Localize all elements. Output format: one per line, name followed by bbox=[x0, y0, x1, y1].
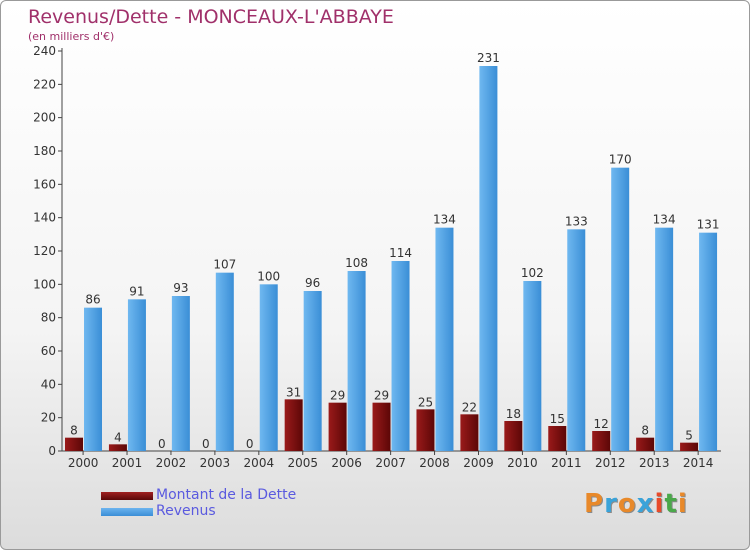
bar-revenus bbox=[127, 299, 146, 451]
bar-dette bbox=[328, 402, 347, 451]
data-label-dette: 5 bbox=[685, 429, 693, 443]
y-tick-label: 120 bbox=[33, 244, 56, 258]
x-tick-label: 2011 bbox=[551, 456, 582, 470]
data-label-revenus: 93 bbox=[173, 281, 188, 295]
proxiti-logo: Proxiti bbox=[584, 489, 688, 519]
legend-swatch-dette bbox=[101, 492, 153, 500]
bar-dette bbox=[284, 399, 303, 451]
data-label-dette: 25 bbox=[418, 395, 433, 409]
data-label-dette: 18 bbox=[506, 407, 521, 421]
bar-revenus bbox=[479, 66, 498, 451]
data-label-dette: 4 bbox=[114, 430, 122, 444]
data-label-revenus: 86 bbox=[85, 293, 100, 307]
bar-dette bbox=[636, 437, 655, 451]
bar-revenus bbox=[655, 227, 674, 451]
bar-dette bbox=[65, 437, 83, 451]
bar-revenus bbox=[611, 167, 630, 451]
y-tick-label: 140 bbox=[33, 211, 56, 225]
x-tick-label: 2012 bbox=[595, 456, 626, 470]
y-tick-label: 200 bbox=[33, 111, 56, 125]
data-label-revenus: 102 bbox=[521, 266, 544, 280]
data-label-revenus: 133 bbox=[565, 214, 588, 228]
y-tick-label: 40 bbox=[41, 377, 56, 391]
bar-dette bbox=[592, 431, 611, 451]
x-tick-label: 2014 bbox=[683, 456, 714, 470]
data-label-revenus: 134 bbox=[433, 213, 456, 227]
x-tick-label: 2002 bbox=[156, 456, 187, 470]
y-tick-label: 180 bbox=[33, 144, 56, 158]
chart-subtitle: (en milliers d'€) bbox=[28, 30, 115, 43]
data-label-revenus: 100 bbox=[257, 269, 280, 283]
data-label-revenus: 170 bbox=[609, 153, 632, 167]
bar-revenus bbox=[391, 261, 410, 451]
data-label-dette: 12 bbox=[594, 417, 609, 431]
data-label-revenus: 231 bbox=[477, 51, 500, 65]
data-label-dette: 0 bbox=[202, 437, 210, 451]
y-tick-label: 80 bbox=[41, 311, 56, 325]
y-tick-label: 20 bbox=[41, 411, 56, 425]
x-tick-label: 2004 bbox=[244, 456, 275, 470]
x-tick-label: 2000 bbox=[68, 456, 99, 470]
data-label-dette: 31 bbox=[286, 385, 301, 399]
data-label-dette: 29 bbox=[330, 389, 345, 403]
data-label-dette: 8 bbox=[70, 424, 78, 438]
data-label-dette: 15 bbox=[550, 412, 565, 426]
data-label-revenus: 114 bbox=[389, 246, 412, 260]
x-tick-label: 2001 bbox=[112, 456, 143, 470]
y-tick-label: 240 bbox=[33, 44, 56, 58]
bar-dette bbox=[460, 414, 479, 451]
legend-label-revenus: Revenus bbox=[156, 503, 216, 519]
data-label-revenus: 96 bbox=[305, 276, 320, 290]
bar-revenus bbox=[84, 307, 102, 451]
data-label-revenus: 131 bbox=[697, 218, 720, 232]
y-tick-label: 0 bbox=[48, 444, 56, 458]
bar-revenus bbox=[567, 229, 586, 451]
data-label-revenus: 107 bbox=[213, 258, 236, 272]
bar-dette bbox=[372, 402, 391, 451]
y-tick-label: 220 bbox=[33, 77, 56, 91]
data-label-dette: 29 bbox=[374, 389, 389, 403]
legend-swatch-revenus bbox=[101, 508, 153, 516]
data-label-revenus: 91 bbox=[129, 284, 144, 298]
y-tick-label: 100 bbox=[33, 277, 56, 291]
x-tick-label: 2010 bbox=[507, 456, 538, 470]
bar-revenus bbox=[347, 271, 366, 451]
x-tick-label: 2013 bbox=[639, 456, 670, 470]
x-tick-label: 2009 bbox=[463, 456, 494, 470]
x-tick-label: 2006 bbox=[331, 456, 362, 470]
bar-dette bbox=[548, 426, 567, 451]
bar-dette bbox=[416, 409, 435, 451]
bar-revenus bbox=[523, 281, 542, 451]
bar-revenus bbox=[435, 227, 454, 451]
chart-title: Revenus/Dette - MONCEAUX-L'ABBAYE bbox=[28, 6, 394, 28]
data-label-revenus: 108 bbox=[345, 256, 368, 270]
data-label-dette: 22 bbox=[462, 400, 477, 414]
y-tick-label: 160 bbox=[33, 177, 56, 191]
bar-revenus bbox=[303, 291, 322, 451]
data-label-dette: 8 bbox=[641, 424, 649, 438]
y-tick-label: 60 bbox=[41, 344, 56, 358]
data-label-revenus: 134 bbox=[653, 213, 676, 227]
x-tick-label: 2003 bbox=[200, 456, 231, 470]
data-label-dette: 0 bbox=[246, 437, 254, 451]
bar-dette bbox=[504, 421, 523, 451]
bar-revenus bbox=[259, 284, 278, 451]
legend-label-dette: Montant de la Dette bbox=[156, 487, 297, 503]
bar-dette bbox=[108, 444, 127, 451]
bar-revenus bbox=[215, 272, 234, 451]
x-tick-label: 2007 bbox=[375, 456, 406, 470]
bar-revenus bbox=[171, 296, 190, 451]
bar-dette bbox=[680, 442, 699, 451]
x-tick-label: 2008 bbox=[419, 456, 450, 470]
x-tick-label: 2005 bbox=[287, 456, 318, 470]
data-label-dette: 0 bbox=[158, 437, 166, 451]
bar-revenus bbox=[699, 232, 718, 451]
